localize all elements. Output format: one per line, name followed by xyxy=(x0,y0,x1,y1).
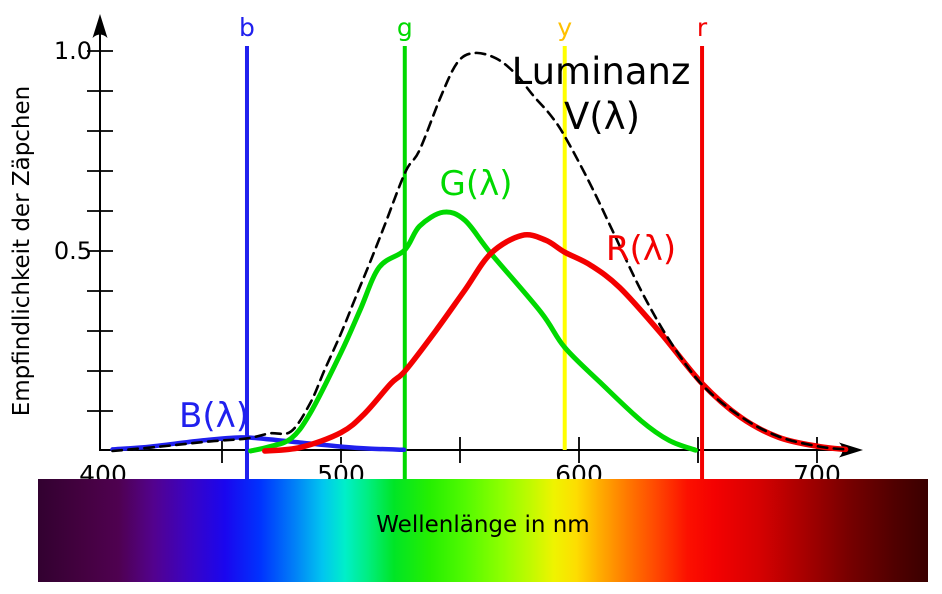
spectrum-bar: Wellenlänge in nm xyxy=(38,479,928,582)
primary-label-r: r xyxy=(696,13,708,42)
x-axis-arrowhead xyxy=(839,442,863,458)
curve-V-luminance xyxy=(111,51,847,453)
green-curve-label: G(λ) xyxy=(439,164,513,204)
red-curve-label: R(λ) xyxy=(605,229,677,269)
luminance-label-line1: Luminanz xyxy=(511,50,691,93)
primary-label-b: b xyxy=(239,13,255,42)
primary-label-y: y xyxy=(557,13,573,42)
y-axis-title: Empfindlichkeit der Zäpchen xyxy=(9,85,35,417)
luminance-label-line2: V(λ) xyxy=(563,95,641,138)
curve-G xyxy=(248,209,699,454)
y-tick-label: 1.0 xyxy=(54,37,92,65)
wavelength-unit-label: Wellenlänge in nm xyxy=(376,512,590,538)
y-axis-arrowhead xyxy=(92,14,108,38)
primary-label-g: g xyxy=(396,13,413,42)
blue-curve-label: B(λ) xyxy=(179,396,249,436)
curve-R xyxy=(262,232,849,454)
y-tick-label: 0.5 xyxy=(54,237,92,265)
